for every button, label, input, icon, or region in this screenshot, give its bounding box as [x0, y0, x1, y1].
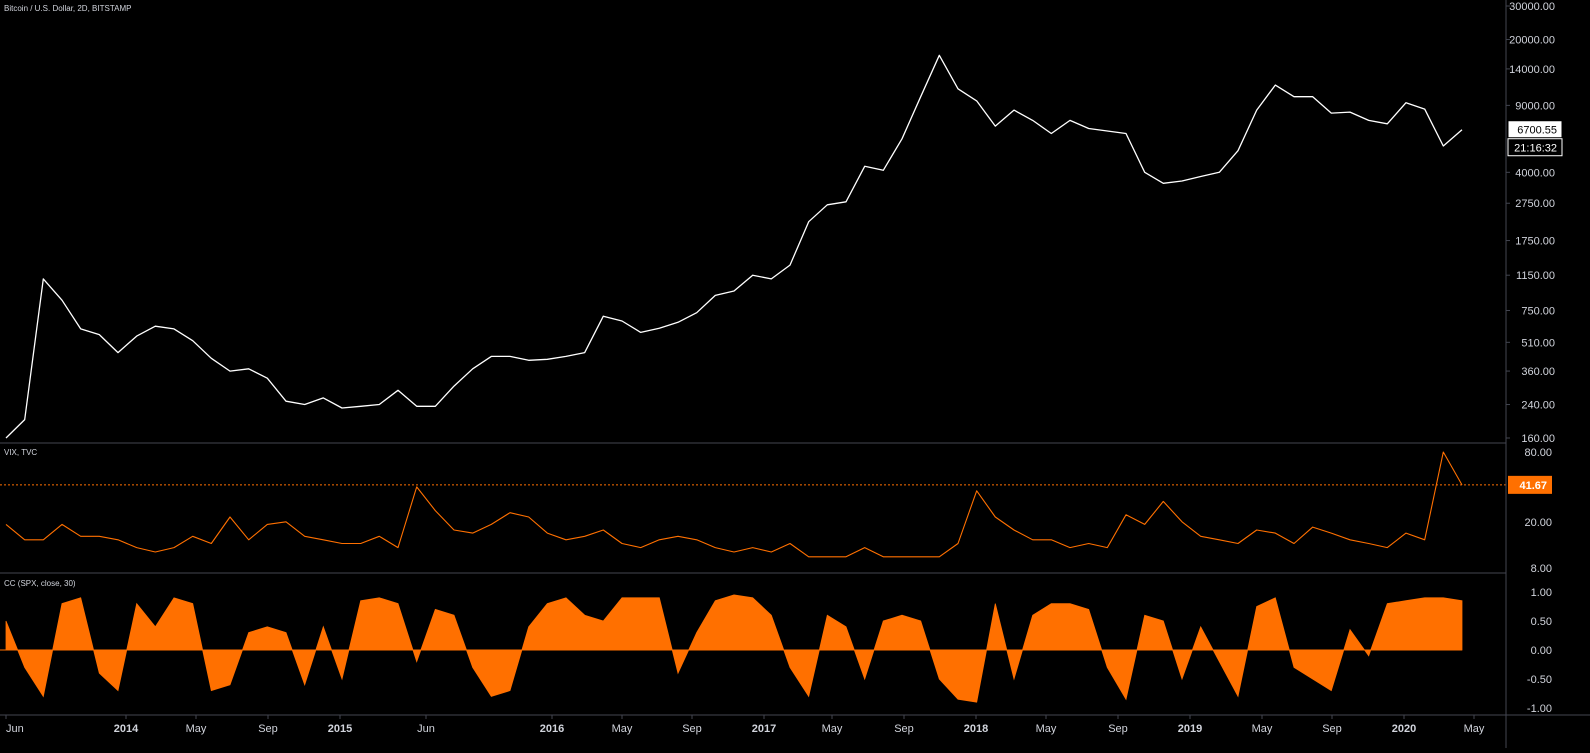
- time-axis-label: May: [186, 723, 207, 735]
- countdown-label: 21:16:32: [1514, 143, 1557, 155]
- price-tick-label: 1150.00: [1516, 270, 1555, 282]
- btc-price-line[interactable]: [5, 54, 1463, 439]
- vix-pane[interactable]: [0, 451, 1506, 558]
- cc-pane-title: CC (SPX, close, 30): [4, 579, 76, 588]
- time-axis-label: May: [1252, 723, 1273, 735]
- time-axis-label: 2014: [114, 723, 139, 735]
- cc-tick-label: -0.50: [1527, 674, 1552, 686]
- cc-tick-label: -1.00: [1527, 703, 1552, 715]
- time-axis-label: Jun: [6, 723, 24, 735]
- price-pane-title: Bitcoin / U.S. Dollar, 2D, BITSTAMP: [4, 4, 132, 13]
- time-axis-label: 2016: [540, 723, 564, 735]
- time-axis-label: 2015: [328, 723, 352, 735]
- price-tick-label: 30000.00: [1509, 1, 1555, 13]
- vix-pane-title: VIX, TVC: [4, 448, 38, 457]
- last-price-label: 6700.55: [1517, 125, 1557, 137]
- vix-last-value-badge: [1508, 475, 1552, 494]
- time-axis-label: May: [612, 723, 633, 735]
- time-axis-label: Sep: [1108, 723, 1128, 735]
- correlation-area[interactable]: [5, 594, 1463, 703]
- price-tick-label: 510.00: [1521, 337, 1555, 349]
- time-axis-label: 2017: [752, 723, 776, 735]
- countdown-badge: [1507, 138, 1563, 157]
- cc-tick-label: 0.50: [1531, 616, 1552, 628]
- last-price-badge: [1507, 120, 1563, 139]
- price-tick-label: 20000.00: [1509, 34, 1555, 46]
- time-axis-label: 2020: [1392, 723, 1416, 735]
- price-tick-label: 2750.00: [1515, 198, 1555, 210]
- time-axis-label: Sep: [894, 723, 914, 735]
- price-tick-label: 360.00: [1521, 366, 1555, 378]
- time-axis-label: 2019: [1178, 723, 1202, 735]
- time-axis-label: May: [1036, 723, 1057, 735]
- time-axis-label: Sep: [682, 723, 702, 735]
- time-axis-label: Sep: [258, 723, 278, 735]
- price-tick-label: 1750.00: [1515, 236, 1555, 248]
- price-tick-label: 160.00: [1521, 433, 1555, 445]
- price-tick-label: 9000.00: [1515, 100, 1555, 112]
- vix-tick-label: 80.00: [1524, 447, 1552, 459]
- time-axis-label: May: [822, 723, 843, 735]
- cc-tick-label: 1.00: [1531, 587, 1552, 599]
- correlation-pane[interactable]: [0, 594, 1463, 703]
- time-axis-label: Jun: [417, 723, 435, 735]
- price-tick-label: 4000.00: [1515, 167, 1555, 179]
- price-tick-label: 240.00: [1521, 400, 1555, 412]
- price-tick-label: 14000.00: [1509, 64, 1555, 76]
- vix-tick-label: 20.00: [1524, 517, 1552, 529]
- time-axis-label: May: [1464, 723, 1485, 735]
- price-tick-label: 750.00: [1521, 305, 1555, 317]
- vix-tick-label: 8.00: [1531, 563, 1552, 575]
- cc-tick-label: 0.00: [1531, 645, 1552, 657]
- vix-last-value-label: 41.67: [1519, 480, 1547, 492]
- time-axis-label: Sep: [1322, 723, 1342, 735]
- time-axis-label: 2018: [964, 723, 988, 735]
- vix-line[interactable]: [5, 451, 1463, 558]
- price-pane[interactable]: [5, 54, 1463, 439]
